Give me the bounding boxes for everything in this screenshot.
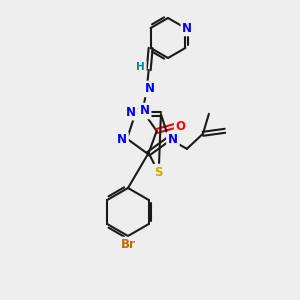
Text: N: N <box>117 133 127 146</box>
Text: N: N <box>182 22 192 34</box>
Text: N: N <box>126 106 136 119</box>
Text: N: N <box>145 82 155 95</box>
Text: S: S <box>154 166 163 178</box>
Text: N: N <box>140 104 150 118</box>
Text: H: H <box>136 62 145 72</box>
Text: Br: Br <box>121 238 135 251</box>
Text: O: O <box>176 119 186 133</box>
Text: N: N <box>168 133 178 146</box>
Text: H: H <box>132 105 141 115</box>
